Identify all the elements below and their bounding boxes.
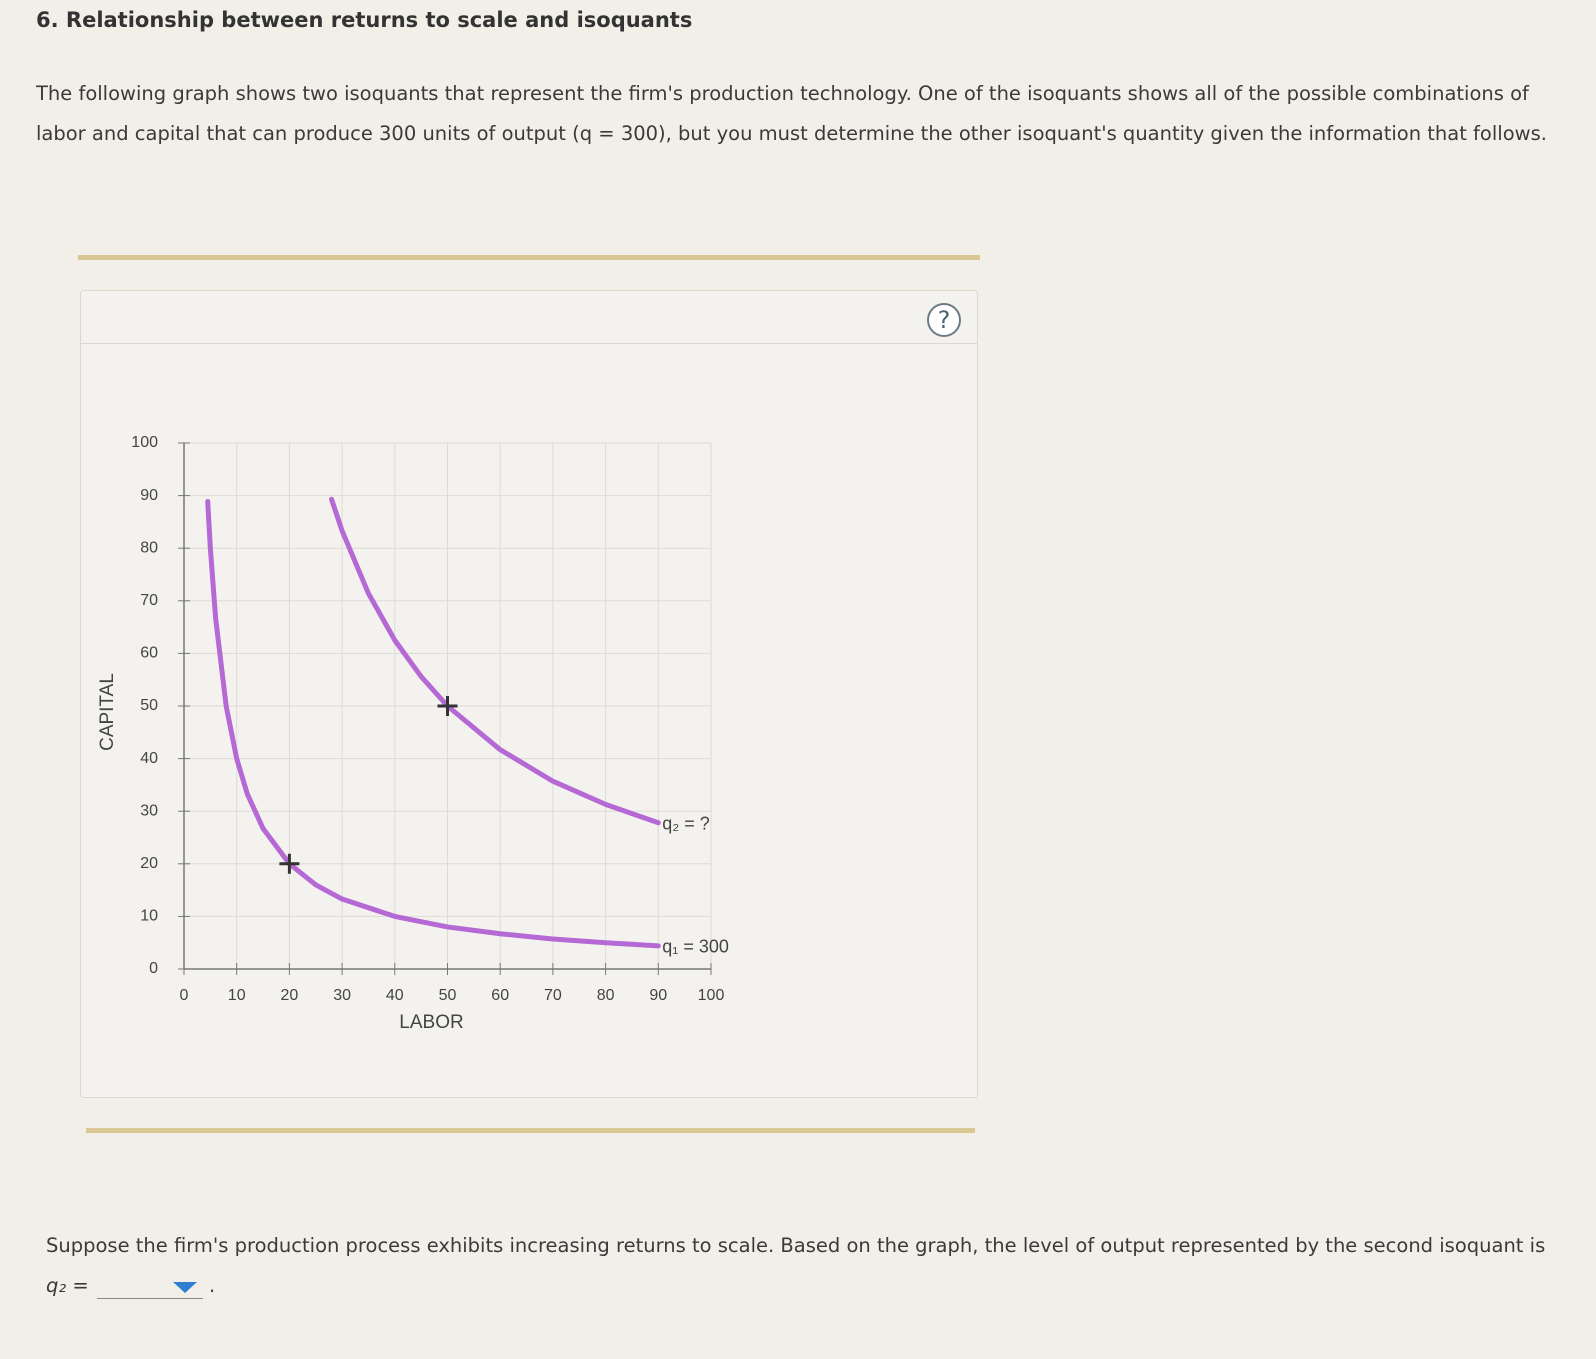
y-tick-label: 80 (140, 539, 158, 556)
x-tick-label: 10 (228, 987, 246, 1004)
y-tick-label: 40 (140, 750, 158, 767)
x-tick-label: 80 (597, 987, 615, 1004)
x-tick-label: 20 (281, 987, 299, 1004)
intro: The following graph shows two isoquants … (36, 82, 1547, 145)
isoquant (205, 498, 661, 949)
title: 6. Relationship between returns to scale… (36, 8, 693, 32)
y-tick-label: 10 (140, 908, 158, 925)
graph-panel: ? (80, 290, 978, 1098)
y-tick-label: 100 (131, 434, 158, 451)
x-tick-label: 0 (180, 987, 189, 1004)
y-tick-label: 60 (140, 645, 158, 662)
x-tick-label: 50 (439, 987, 457, 1004)
divider (78, 255, 980, 260)
y-axis-label: CAPITAL (97, 673, 118, 751)
x-tick-label: 60 (491, 987, 509, 1004)
x-tick-label: 70 (544, 987, 562, 1004)
x-tick-label: 30 (333, 987, 351, 1004)
question-text: Suppose the firm's production process ex… (46, 1234, 1546, 1257)
period: . (208, 1274, 216, 1297)
panel-header (81, 343, 977, 344)
point-marker (437, 696, 458, 716)
x-tick-label: 90 (649, 987, 667, 1004)
answer-dropdown[interactable] (96, 1274, 203, 1299)
y-tick-label: 20 (140, 855, 158, 872)
question: Suppose the firm's production process ex… (46, 1226, 1556, 1306)
y-tick-label: 50 (140, 697, 158, 714)
isoquant (329, 496, 661, 826)
isoquant-label: q₁ = 300 (662, 937, 729, 957)
y-tick-label: 90 (140, 487, 158, 504)
divider (86, 1128, 975, 1133)
point-marker (279, 853, 300, 874)
y-tick-label: 0 (149, 960, 158, 977)
x-tick-label: 100 (698, 987, 725, 1004)
x-axis-label: LABOR (399, 1012, 463, 1033)
y-tick-label: 70 (140, 592, 158, 609)
variable: q₂ = (46, 1274, 89, 1297)
x-tick-label: 40 (386, 987, 404, 1004)
help-button[interactable]: ? (927, 303, 961, 337)
y-tick-label: 30 (140, 802, 158, 819)
isoquant-label: q₂ = ? (662, 814, 710, 834)
